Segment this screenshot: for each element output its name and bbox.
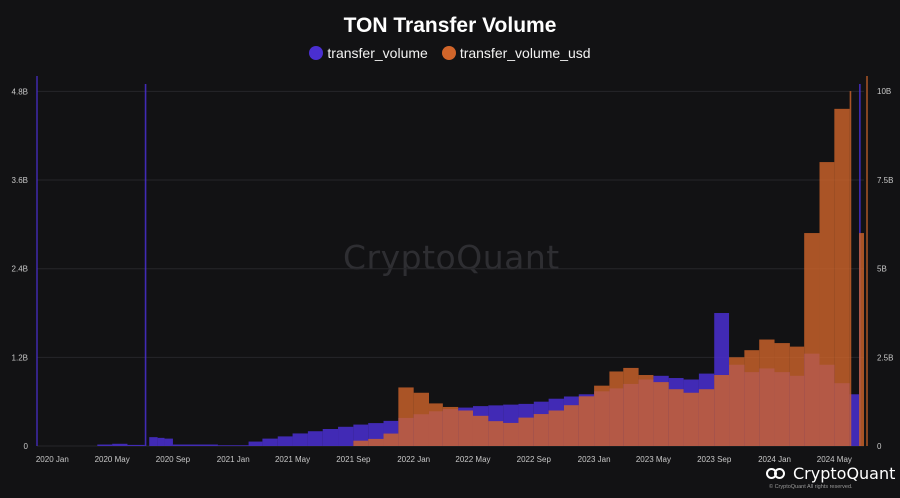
transfer-volume-usd-bar [834, 108, 850, 446]
transfer-volume-usd-bar [413, 392, 429, 446]
transfer-volume-usd-bar [442, 406, 459, 446]
y-left-tick-label: 2.4B [12, 265, 28, 274]
transfer-volume-usd-bar [789, 346, 805, 446]
transfer-volume-usd-bar [353, 440, 369, 446]
brand-name: CryptoQuant [793, 464, 896, 483]
transfer-volume-bar [353, 424, 369, 446]
transfer-volume-usd-bar [759, 339, 775, 446]
transfer-volume-usd-bar [638, 375, 654, 446]
y-right-tick-label: 0 [877, 442, 882, 451]
transfer-volume-usd-bar [578, 396, 595, 446]
transfer-volume-usd-bar [594, 385, 610, 446]
legend-swatch-transfer-volume [309, 46, 324, 60]
transfer-volume-bar [97, 444, 113, 446]
transfer-volume-usd-bar [729, 357, 745, 446]
transfer-volume-bar [172, 444, 218, 446]
transfer-volume-bar [112, 443, 128, 446]
transfer-volume-usd-bar [488, 421, 504, 446]
brand: CryptoQuant [766, 464, 895, 483]
transfer-volume-usd-bar [859, 233, 864, 446]
y-right-tick-label: 2.5B [877, 353, 893, 362]
transfer-volume-bar [849, 394, 860, 446]
transfer-volume-usd-bar [698, 389, 715, 446]
transfer-volume-bar [217, 445, 249, 446]
legend: transfer_volume transfer_volume_usd [0, 45, 900, 61]
transfer-volume-usd-bar [533, 414, 549, 446]
transfer-volume-bar [149, 437, 158, 446]
x-tick-label: 2020 Sep [156, 455, 191, 464]
transfer-volume-usd-bar [714, 375, 730, 446]
transfer-volume-usd-bar [563, 405, 579, 446]
transfer-volume-usd-bar [744, 350, 760, 446]
x-tick-label: 2021 Sep [336, 455, 371, 464]
transfer-volume-usd-bar [503, 422, 519, 446]
transfer-volume-bar [248, 441, 263, 446]
y-right-tick-label: 10B [877, 87, 891, 96]
transfer-volume-usd-bar [849, 91, 852, 447]
transfer-volume-usd-bar [518, 417, 534, 446]
transfer-volume-usd-bar [398, 387, 414, 446]
transfer-volume-usd-bar [623, 367, 639, 446]
legend-item-transfer-volume-usd[interactable]: transfer_volume_usd [441, 45, 591, 61]
transfer-volume-usd-bar [819, 162, 835, 446]
y-right-tick-label: 7.5B [877, 176, 893, 185]
y-right-tick-label: 5B [877, 265, 887, 274]
y-left-tick-label: 3.6B [12, 176, 28, 185]
transfer-volume-bar [338, 426, 354, 446]
x-tick-label: 2020 Jan [36, 455, 69, 464]
watermark: CryptoQuant [343, 238, 560, 277]
x-tick-label: 2022 Sep [517, 455, 552, 464]
legend-label-transfer-volume-usd: transfer_volume_usd [459, 45, 591, 61]
legend-swatch-transfer-volume-usd [441, 46, 456, 60]
transfer-volume-usd-bar [804, 233, 820, 446]
transfer-volume-usd-bar [668, 389, 684, 446]
x-tick-label: 2023 Sep [697, 455, 732, 464]
transfer-volume-usd-bar [548, 410, 564, 446]
x-tick-label: 2021 Jan [217, 455, 250, 464]
x-tick-label: 2022 Jan [397, 455, 430, 464]
x-tick-label: 2023 May [636, 455, 671, 464]
transfer-volume-usd-bar [774, 343, 790, 446]
transfer-volume-usd-bar [383, 433, 399, 446]
transfer-volume-usd-bar [609, 371, 624, 446]
y-left-tick-label: 1.2B [12, 353, 28, 362]
y-left-tick-label: 4.8B [12, 87, 28, 96]
transfer-volume-bar [164, 438, 173, 446]
transfer-volume-bar [292, 433, 308, 446]
x-tick-label: 2022 May [455, 455, 490, 464]
transfer-volume-usd-bar [458, 410, 473, 446]
transfer-volume-bar [127, 444, 145, 446]
x-tick-label: 2024 May [817, 455, 852, 464]
x-tick-label: 2021 May [275, 455, 310, 464]
transfer-volume-usd-bar [368, 438, 384, 446]
x-tick-label: 2023 Jan [578, 455, 611, 464]
transfer-volume-usd-bar [653, 382, 669, 446]
transfer-volume-bar [307, 431, 323, 446]
legend-item-transfer-volume[interactable]: transfer_volume [309, 45, 428, 61]
copyright-text: © CryptoQuant All rights reserved. [769, 484, 853, 490]
y-left-tick-label: 0 [24, 442, 29, 451]
transfer-volume-usd-bar [472, 415, 489, 446]
transfer-volume-bar [157, 437, 165, 446]
x-tick-label: 2024 Jan [758, 455, 791, 464]
legend-label-transfer-volume: transfer_volume [327, 45, 428, 61]
chart-title: TON Transfer Volume [343, 14, 557, 37]
transfer-volume-bar [144, 84, 147, 446]
transfer-volume-bar [322, 429, 339, 446]
x-tick-label: 2020 May [95, 455, 130, 464]
transfer-volume-bar [262, 438, 278, 446]
transfer-volume-bar [277, 436, 293, 446]
transfer-volume-usd-bar [683, 392, 699, 446]
transfer-volume-usd-bar [428, 403, 443, 446]
brand-logo-icon [766, 466, 788, 482]
